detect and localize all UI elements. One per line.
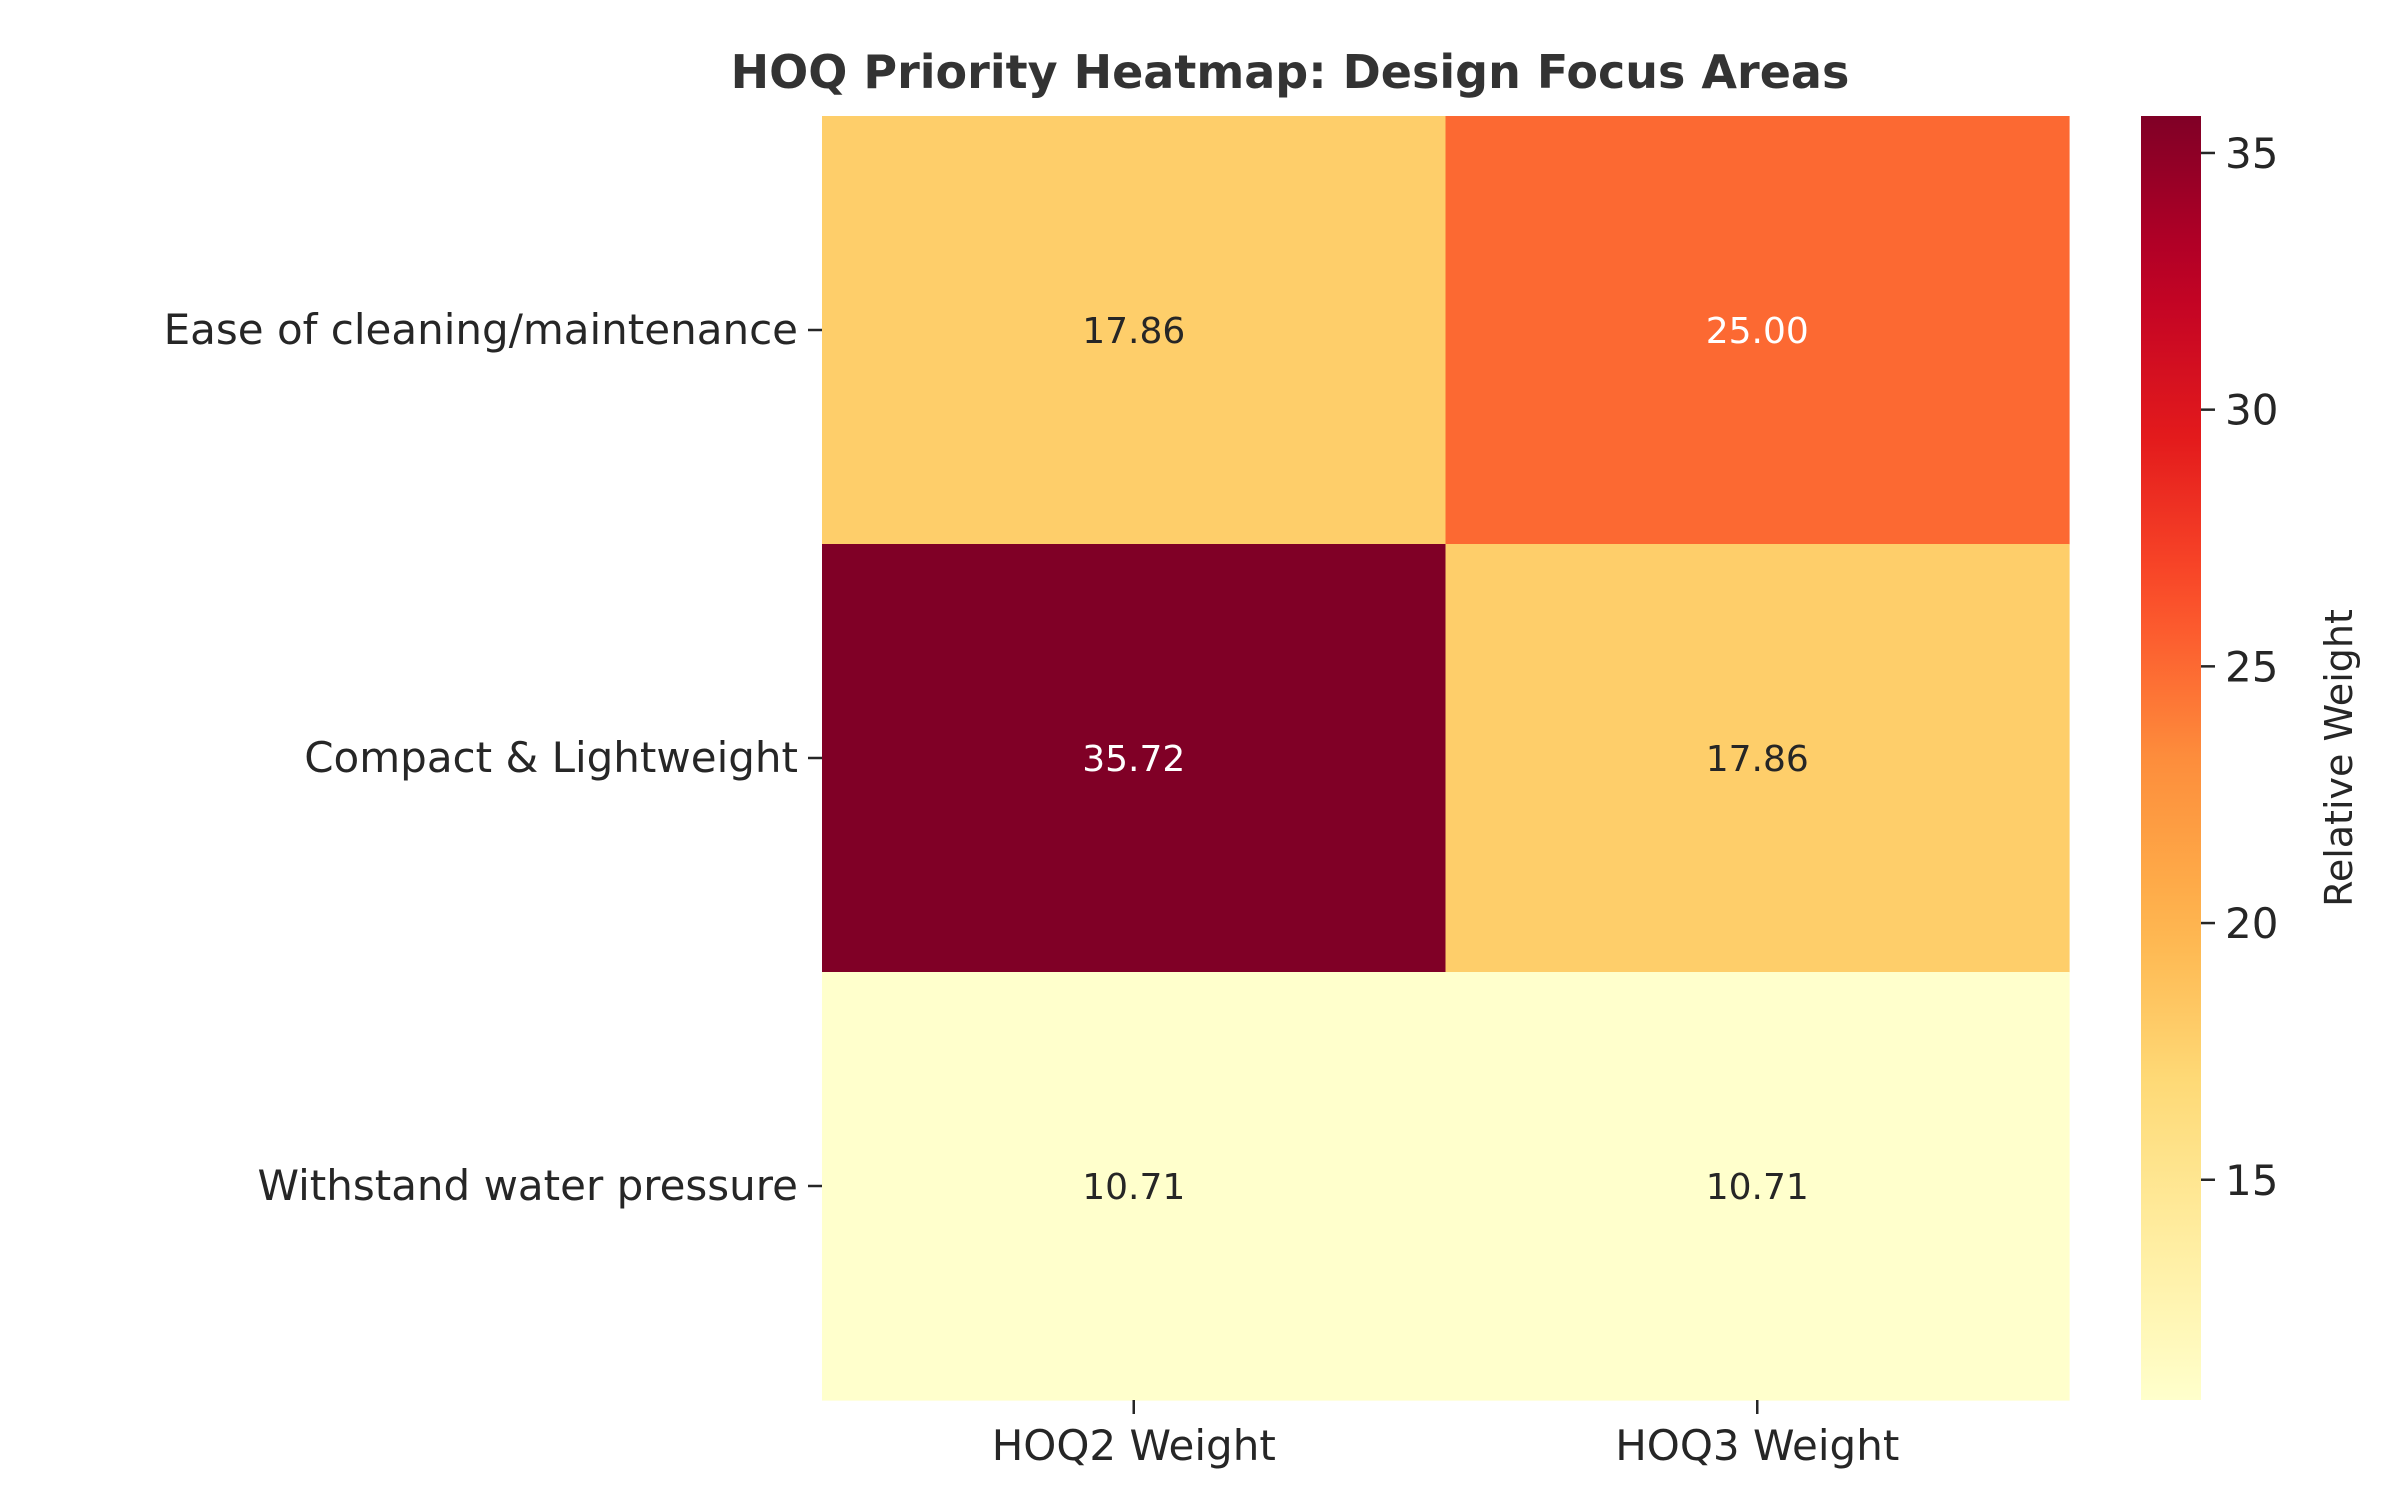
column-label: HOQ2 Weight bbox=[992, 1421, 1276, 1470]
chart-title: HOQ Priority Heatmap: Design Focus Areas bbox=[731, 45, 1850, 99]
heatmap-cells: 17.86 25.00 35.72 17.86 10.71 10.71 bbox=[822, 116, 2070, 1401]
heatmap-cell bbox=[1445, 544, 2070, 973]
column-labels: HOQ2 Weight HOQ3 Weight bbox=[992, 1400, 1899, 1470]
row-label: Compact & Lightweight bbox=[304, 733, 798, 782]
colorbar-gradient bbox=[2141, 116, 2201, 1400]
heatmap-cell bbox=[1445, 972, 2070, 1401]
heatmap-cell bbox=[822, 544, 1447, 973]
cell-value-label: 17.86 bbox=[1706, 739, 1809, 780]
colorbar-tick-label: 35 bbox=[2225, 129, 2278, 178]
colorbar-tick-label: 20 bbox=[2225, 899, 2278, 948]
cell-value-label: 35.72 bbox=[1082, 739, 1185, 780]
column-label: HOQ3 Weight bbox=[1615, 1421, 1899, 1470]
colorbar-ticks: 15 20 25 30 35 bbox=[2201, 129, 2278, 1205]
cell-value-label: 10.71 bbox=[1706, 1167, 1809, 1208]
cell-value-label: 25.00 bbox=[1706, 311, 1809, 352]
cell-value-label: 10.71 bbox=[1082, 1167, 1185, 1208]
colorbar-tick-label: 25 bbox=[2225, 642, 2278, 691]
row-label: Withstand water pressure bbox=[257, 1161, 798, 1210]
heatmap-cell bbox=[822, 972, 1447, 1401]
cell-value-label: 17.86 bbox=[1082, 311, 1185, 352]
colorbar-tick-label: 15 bbox=[2225, 1156, 2278, 1205]
colorbar-label: Relative Weight bbox=[2317, 609, 2361, 907]
heatmap-cell bbox=[1445, 116, 2070, 545]
row-labels: Ease of cleaning/maintenance Compact & Li… bbox=[164, 305, 822, 1210]
colorbar: 15 20 25 30 35 Relative Weight bbox=[2141, 116, 2361, 1400]
row-label: Ease of cleaning/maintenance bbox=[164, 305, 798, 354]
heatmap-cell bbox=[822, 116, 1447, 545]
colorbar-tick-label: 30 bbox=[2225, 386, 2278, 435]
